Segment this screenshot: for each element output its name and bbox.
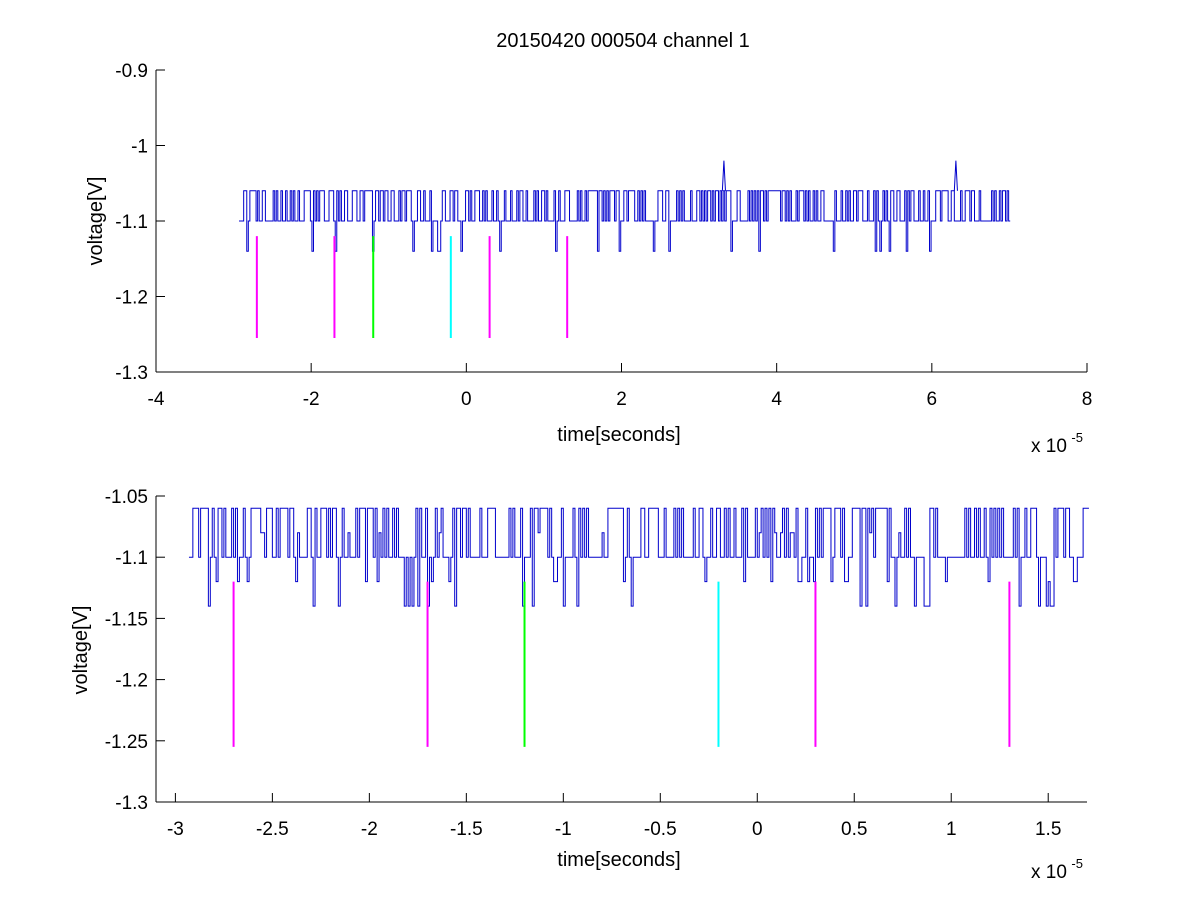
- top-x-axis-label: time[seconds]: [557, 424, 680, 446]
- bottom-subplot: -3 -2.5 -2 -1.5 -1 -0.5 0 0.5 1 1.5 -1.05 -1.1 -1.15…: [70, 487, 1089, 883]
- bottom-y-tick-label: -1.1: [115, 548, 148, 569]
- top-y-tick-label: -1: [131, 137, 148, 158]
- bottom-axis-layer: -3 -2.5 -2 -1.5 -1 -0.5 0 0.5 1 1.5 -1.05 -1.1 -1.15…: [105, 487, 1087, 840]
- bottom-y-axis-label: voltage[V]: [70, 606, 92, 695]
- bottom-x-tick-label: 0.5: [841, 819, 867, 840]
- bottom-x-tick-label: -1: [555, 819, 572, 840]
- bottom-x-tick-label: 1.5: [1035, 819, 1061, 840]
- bottom-plot-area: [156, 496, 1087, 802]
- top-y-tick-label: -1.3: [115, 363, 148, 384]
- top-signal-trace: [239, 190, 1011, 252]
- top-y-tick-label: -0.9: [115, 61, 148, 82]
- bottom-x-tick-label: -2.5: [256, 819, 289, 840]
- top-y-axis-label: voltage[V]: [85, 177, 107, 266]
- top-y-tick-label: -1.2: [115, 288, 148, 309]
- top-x-exponent-power: -5: [1071, 430, 1083, 445]
- bottom-x-tick-label: -2: [361, 819, 378, 840]
- figure-title: 20150420 000504 channel 1: [496, 30, 750, 52]
- bottom-x-tick-label: -3: [167, 819, 184, 840]
- top-x-tick-label: 4: [771, 389, 782, 410]
- top-signal-spike: [721, 160, 726, 191]
- top-signal-spike: [953, 160, 958, 191]
- bottom-x-tick-label: -1.5: [450, 819, 483, 840]
- top-x-tick-label: 8: [1082, 389, 1093, 410]
- bottom-y-tick-label: -1.25: [105, 732, 148, 753]
- top-x-tick-label: -4: [148, 389, 165, 410]
- bottom-y-tick-label: -1.05: [105, 487, 148, 508]
- bottom-y-tick-label: -1.3: [115, 793, 148, 814]
- top-x-exponent: x 10 -5: [1031, 430, 1083, 457]
- top-x-tick-label: -2: [303, 389, 320, 410]
- bottom-x-axis-label: time[seconds]: [557, 849, 680, 871]
- bottom-x-tick-label: -0.5: [644, 819, 677, 840]
- top-series-layer: [239, 160, 1011, 252]
- top-x-exponent-base: x 10: [1031, 436, 1067, 457]
- bottom-y-tick-label: -1.15: [105, 609, 148, 630]
- bottom-marker-layer: [232, 581, 1011, 747]
- bottom-x-tick-label: 1: [946, 819, 957, 840]
- bottom-x-exponent-base: x 10: [1031, 862, 1067, 883]
- top-axis-layer: -4 -2 0 2 4 6 8 -0.9 -1 -1.1 -1.2 -1.3: [115, 61, 1092, 410]
- bottom-series-layer: [188, 507, 1089, 607]
- top-x-tick-label: 6: [927, 389, 938, 410]
- bottom-x-tick-label: 0: [752, 819, 763, 840]
- top-marker-layer: [255, 236, 569, 339]
- top-x-tick-label: 2: [616, 389, 627, 410]
- top-y-tick-label: -1.1: [115, 212, 148, 233]
- bottom-x-exponent-power: -5: [1071, 856, 1083, 871]
- bottom-signal-trace: [188, 507, 1089, 607]
- top-x-tick-label: 0: [461, 389, 472, 410]
- bottom-x-exponent: x 10 -5: [1031, 856, 1083, 883]
- top-subplot: -4 -2 0 2 4 6 8 -0.9 -1 -1.1 -1.2 -1.3 time[seconds…: [85, 61, 1092, 457]
- bottom-y-tick-label: -1.2: [115, 671, 148, 692]
